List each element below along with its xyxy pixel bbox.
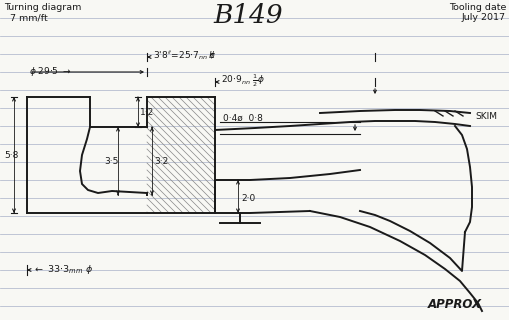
Text: 20$\cdot$9$_{nn}$ $\frac{1}{2}\phi$: 20$\cdot$9$_{nn}$ $\frac{1}{2}\phi$ — [220, 73, 265, 89]
Text: 3·2: 3·2 — [154, 156, 168, 165]
Text: APPROX: APPROX — [427, 299, 481, 311]
Text: $\phi$ 29$\cdot$5 $\rightarrow$: $\phi$ 29$\cdot$5 $\rightarrow$ — [29, 65, 71, 77]
Text: 3'8$^{\prime\prime}$=25$\cdot$7$_{nn}$ $c\!\!\!/\!\!\!b$: 3'8$^{\prime\prime}$=25$\cdot$7$_{nn}$ $… — [153, 50, 216, 62]
Text: $\leftarrow$ 33$\cdot$3$_{mm}$ $\phi$: $\leftarrow$ 33$\cdot$3$_{mm}$ $\phi$ — [33, 262, 93, 276]
Text: 0·4ø  0·8: 0·4ø 0·8 — [222, 114, 262, 123]
Text: Tooling date
July 2017: Tooling date July 2017 — [448, 3, 505, 22]
Text: 5·8: 5·8 — [4, 150, 18, 159]
Text: Turning diagram
  7 mm/ft: Turning diagram 7 mm/ft — [4, 3, 81, 22]
Text: 1·2: 1·2 — [140, 108, 154, 116]
Text: 3·5: 3·5 — [104, 156, 118, 165]
Text: SKIM: SKIM — [474, 111, 496, 121]
Text: 2·0: 2·0 — [241, 194, 254, 203]
Text: B149: B149 — [213, 3, 282, 28]
